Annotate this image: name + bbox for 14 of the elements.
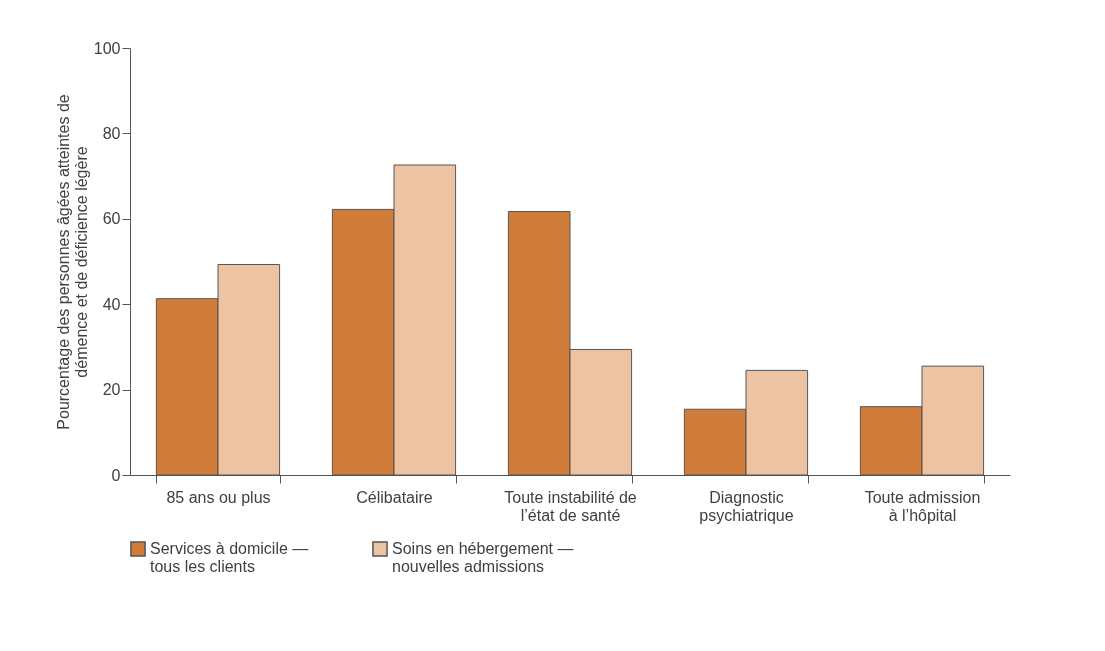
y-tick-label: 60 (102, 210, 121, 228)
legend-label: Soins en hébergement — nouvelles admissions (392, 540, 574, 575)
y-axis-title: Pourcentage des personnes âgées atteintes de démence et de déficience légère (54, 94, 90, 430)
x-tick-label: Toute admission à l’hôpital (864, 488, 981, 524)
x-tick-label: Toute instabilité de l’état de santé (504, 488, 637, 524)
y-tick-label: 100 (93, 39, 121, 57)
legend-label: Services à domicile — tous les clients (150, 540, 309, 575)
x-tick-label: 85 ans ou plus (166, 488, 271, 506)
y-tick-label: 40 (102, 295, 121, 313)
y-tick-label: 0 (111, 466, 121, 484)
y-tick-label: 20 (102, 381, 121, 399)
y-tick-label: 80 (102, 124, 121, 142)
x-tick-label: Célibataire (356, 488, 433, 506)
x-tick-label: Diagnostic psychiatrique (699, 488, 794, 524)
